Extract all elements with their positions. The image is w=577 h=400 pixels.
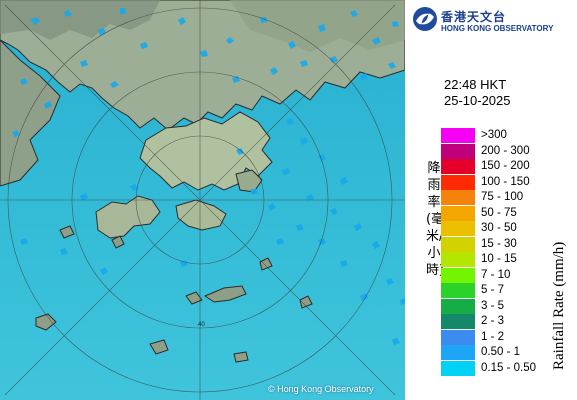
legend-swatch: [441, 159, 475, 174]
legend-row: 10 - 15: [441, 252, 561, 267]
lantau-island: [95, 195, 161, 239]
legend-row: 0.15 - 0.50: [441, 360, 561, 376]
legend-label: 150 - 200: [481, 160, 530, 172]
observation-time: 22:48 HKT: [444, 77, 507, 92]
legend-row: 200 - 300: [441, 143, 561, 159]
legend-label: 15 - 30: [481, 237, 517, 250]
legend-label: >300: [481, 129, 507, 141]
legend-swatch: [441, 283, 475, 298]
side-panel: [405, 0, 577, 400]
legend-label: 3 - 5: [481, 299, 505, 312]
legend-swatch: [441, 360, 475, 376]
legend-row: 150 - 200: [441, 159, 561, 174]
outlying-islands: [35, 225, 313, 363]
legend-swatch: [441, 190, 475, 205]
org-name-cn: 香港天文台: [441, 10, 507, 24]
legend-swatch: [441, 128, 475, 143]
legend-row: 7 - 10: [441, 267, 561, 283]
legend-row: 3 - 5: [441, 298, 561, 314]
legend-label: 50 - 75: [481, 206, 517, 219]
legend-row: 5 - 7: [441, 283, 561, 298]
legend-label: 30 - 50: [481, 222, 517, 234]
legend-label: 75 - 100: [481, 191, 524, 203]
legend-swatch: [441, 221, 475, 236]
legend-row: 30 - 50: [441, 221, 561, 236]
hko-logo[interactable]: 香港天文台 HONG KONG OBSERVATORY: [412, 6, 572, 36]
legend-row: 75 - 100: [441, 190, 561, 205]
legend-swatch: [441, 314, 475, 329]
legend-swatch: [441, 329, 475, 345]
legend-label: 1 - 2: [481, 330, 505, 343]
range-rings: [0, 0, 405, 400]
legend-label: 200 - 300: [481, 144, 530, 157]
copyright-text: © Hong Kong Observatory: [268, 384, 374, 394]
legend-title-cn: 降雨率(毫米/小時): [426, 161, 445, 278]
legend-label: 5 - 7: [481, 284, 505, 296]
legend-label: 0.50 - 1: [481, 346, 520, 358]
legend-label: 2 - 3: [481, 315, 505, 327]
legend-label: 10 - 15: [481, 253, 517, 265]
legend-swatch: [441, 143, 475, 159]
org-name-en: HONG KONG OBSERVATORY: [441, 24, 554, 33]
legend-swatch: [441, 267, 475, 283]
legend-swatch: [441, 205, 475, 221]
legend-swatch: [441, 236, 475, 252]
legend-label: 100 - 150: [481, 175, 530, 188]
hko-logo-icon: [413, 7, 437, 31]
legend-label: 7 - 10: [481, 268, 511, 281]
legend-swatch: [441, 298, 475, 314]
range-ring-label: 40: [198, 322, 205, 328]
observation-date: 25-10-2025: [444, 93, 511, 108]
legend-row: 0.50 - 1: [441, 345, 561, 360]
legend-swatch: [441, 345, 475, 360]
legend-row: 50 - 75: [441, 205, 561, 221]
legend-row: 15 - 30: [441, 236, 561, 252]
legend-row: 2 - 3: [441, 314, 561, 329]
legend-swatch: [441, 174, 475, 190]
radar-map: 40 © Hong Kong Observatory: [0, 0, 405, 400]
legend-title-en: Rainfall Rate (mm/h): [551, 241, 567, 370]
legend-row: 100 - 150: [441, 174, 561, 190]
radar-image: 40: [0, 0, 405, 400]
legend-swatch: [441, 252, 475, 267]
legend-row: 1 - 2: [441, 329, 561, 345]
legend-label: 0.15 - 0.50: [481, 361, 536, 374]
legend-row: >300: [441, 128, 561, 143]
